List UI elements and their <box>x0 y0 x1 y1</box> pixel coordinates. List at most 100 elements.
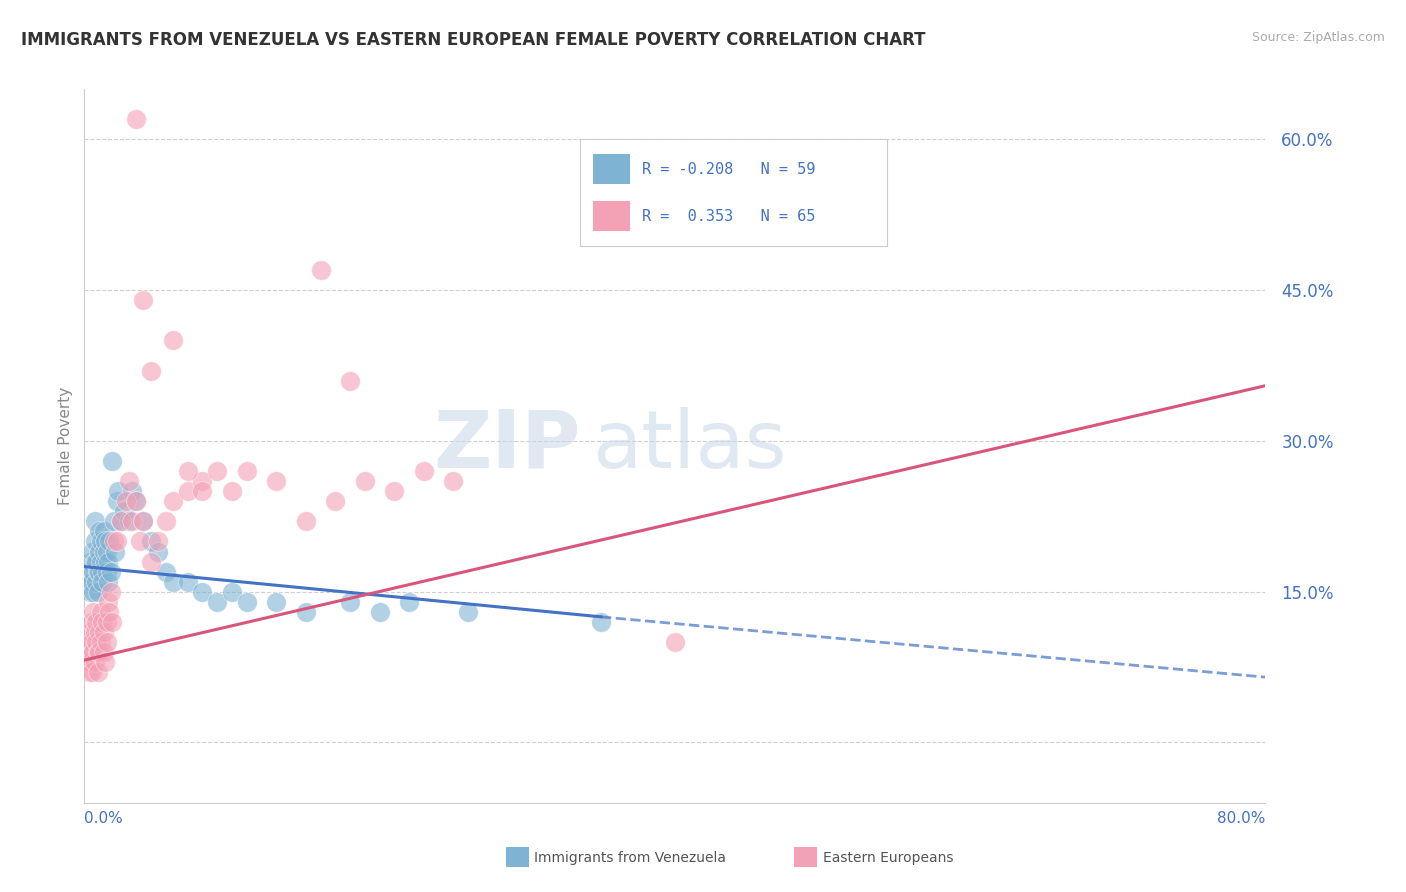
Point <box>84 635 107 649</box>
Point <box>83 624 105 639</box>
Point <box>368 605 391 619</box>
Point <box>121 484 143 499</box>
Point <box>155 565 177 579</box>
Point <box>110 515 132 529</box>
Point <box>96 565 118 579</box>
Text: Source: ZipAtlas.com: Source: ZipAtlas.com <box>1251 31 1385 45</box>
Text: 0.0%: 0.0% <box>84 811 124 826</box>
Point <box>87 624 111 639</box>
Point <box>90 534 112 549</box>
Point <box>96 544 118 558</box>
Text: Eastern Europeans: Eastern Europeans <box>823 851 953 865</box>
Bar <box>593 154 630 184</box>
Point <box>591 615 613 629</box>
Point <box>664 635 686 649</box>
Point <box>76 635 98 649</box>
Point <box>221 584 243 599</box>
Point <box>110 515 132 529</box>
Point <box>413 464 436 478</box>
Point <box>177 464 200 478</box>
Point <box>125 112 148 127</box>
Point <box>121 515 143 529</box>
Point <box>101 615 124 629</box>
Text: Immigrants from Venezuela: Immigrants from Venezuela <box>534 851 727 865</box>
Point <box>191 484 214 499</box>
Point <box>80 665 103 680</box>
Point <box>118 515 141 529</box>
Point <box>76 565 98 579</box>
Point <box>94 534 117 549</box>
Point <box>132 293 155 308</box>
Point <box>205 595 228 609</box>
Point <box>139 363 162 377</box>
Point <box>148 544 170 558</box>
Point <box>86 584 108 599</box>
Point <box>162 574 184 589</box>
Point <box>96 635 118 649</box>
Point <box>295 515 318 529</box>
Point <box>93 624 115 639</box>
Point <box>96 615 118 629</box>
Point <box>457 605 479 619</box>
Point <box>107 484 129 499</box>
Point <box>93 524 115 539</box>
Point <box>235 464 259 478</box>
Point <box>155 515 177 529</box>
Point <box>86 565 108 579</box>
Point <box>94 655 117 669</box>
Bar <box>593 202 630 231</box>
Point <box>90 635 112 649</box>
Text: 80.0%: 80.0% <box>1218 811 1265 826</box>
Point <box>114 494 136 508</box>
Point <box>93 645 115 659</box>
Point <box>90 555 112 569</box>
Point <box>77 645 100 659</box>
Point <box>86 665 108 680</box>
Point <box>97 555 120 569</box>
Point <box>79 584 101 599</box>
Point <box>191 474 214 488</box>
Point <box>264 595 288 609</box>
Point <box>309 263 332 277</box>
Point <box>125 494 148 508</box>
Point <box>82 645 104 659</box>
Point <box>97 595 120 609</box>
Point <box>125 494 148 508</box>
Point <box>323 494 347 508</box>
Point <box>101 454 124 468</box>
Point <box>87 565 111 579</box>
Point <box>76 655 98 669</box>
Point <box>82 584 104 599</box>
Point <box>382 484 406 499</box>
Point <box>83 655 105 669</box>
Point <box>221 484 243 499</box>
Point <box>91 574 114 589</box>
Point <box>80 615 103 629</box>
Point <box>100 565 122 579</box>
Point <box>103 515 125 529</box>
Point <box>77 665 100 680</box>
Point <box>162 334 184 348</box>
Point <box>132 515 155 529</box>
Point <box>148 534 170 549</box>
Point <box>87 645 111 659</box>
Point <box>235 595 259 609</box>
Point <box>132 515 155 529</box>
Point <box>97 574 120 589</box>
Point <box>87 524 111 539</box>
Point <box>354 474 377 488</box>
Point <box>339 595 361 609</box>
Point <box>118 474 141 488</box>
Point <box>191 584 214 599</box>
Point <box>79 655 101 669</box>
Point <box>94 555 117 569</box>
Point <box>83 515 105 529</box>
Text: IMMIGRANTS FROM VENEZUELA VS EASTERN EUROPEAN FEMALE POVERTY CORRELATION CHART: IMMIGRANTS FROM VENEZUELA VS EASTERN EUR… <box>21 31 925 49</box>
Point <box>98 605 121 619</box>
Point <box>264 474 288 488</box>
Point <box>91 565 114 579</box>
Point <box>79 624 101 639</box>
Point <box>104 544 127 558</box>
Point <box>441 474 464 488</box>
Point <box>84 615 107 629</box>
